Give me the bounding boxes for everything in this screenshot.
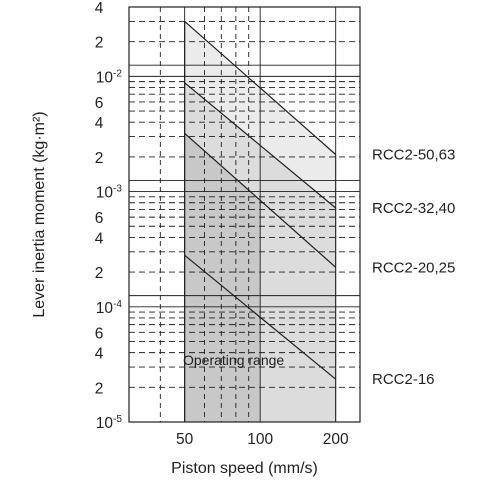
y-tick-label: 6 xyxy=(95,95,104,112)
series-labels: RCC2-50,63 RCC2-32,40 RCC2-20,25 RCC2-16 xyxy=(372,146,455,388)
y-tick-label: 10 xyxy=(96,300,114,317)
y-tick-label: 4 xyxy=(95,230,104,247)
y-tick-label: 2 xyxy=(95,380,104,397)
x-tick-labels: 50 100 200 xyxy=(176,431,349,448)
grid xyxy=(129,7,360,422)
y-tick-label: 4 xyxy=(95,346,104,363)
y-tick-label: 10 xyxy=(96,69,114,86)
y-tick-exponent: -2 xyxy=(113,68,122,79)
y-tick-label: 6 xyxy=(95,210,104,227)
y-tick-label: 10 xyxy=(96,185,114,202)
series-label: RCC2-50,63 xyxy=(372,146,455,163)
y-tick-label: 2 xyxy=(95,150,104,167)
series-label: RCC2-20,25 xyxy=(372,259,455,276)
series-lines xyxy=(184,20,337,422)
series-line-rcc2-16 xyxy=(184,254,337,380)
operating-range-label: Operating range xyxy=(183,352,284,368)
x-tick-label: 100 xyxy=(247,431,273,448)
y-tick-label: 2 xyxy=(95,265,104,282)
y-tick-label: 2 xyxy=(95,35,104,52)
plot-frame xyxy=(128,6,361,423)
y-tick-label: 4 xyxy=(95,0,104,17)
series-label: RCC2-16 xyxy=(372,371,435,388)
y-axis-label: Lever inertia moment (kg·m²) xyxy=(31,111,48,317)
x-tick-label: 50 xyxy=(176,431,194,448)
x-tick-label: 200 xyxy=(323,431,349,448)
y-tick-exponent: -5 xyxy=(113,414,122,425)
y-tick-exponent: -4 xyxy=(113,299,122,310)
y-tick-label: 6 xyxy=(95,325,104,342)
series-label: RCC2-32,40 xyxy=(372,200,455,217)
x-axis-label: Piston speed (mm/s) xyxy=(171,460,318,477)
y-tick-label: 10 xyxy=(96,415,114,432)
series-line-rcc2-32-40 xyxy=(184,82,337,209)
y-tick-label: 4 xyxy=(95,115,104,132)
y-tick-exponent: -3 xyxy=(113,184,122,195)
band-low-left xyxy=(184,133,261,422)
series-line-rcc2-20-25 xyxy=(184,132,337,268)
series-line-rcc2-50-63 xyxy=(184,20,337,155)
